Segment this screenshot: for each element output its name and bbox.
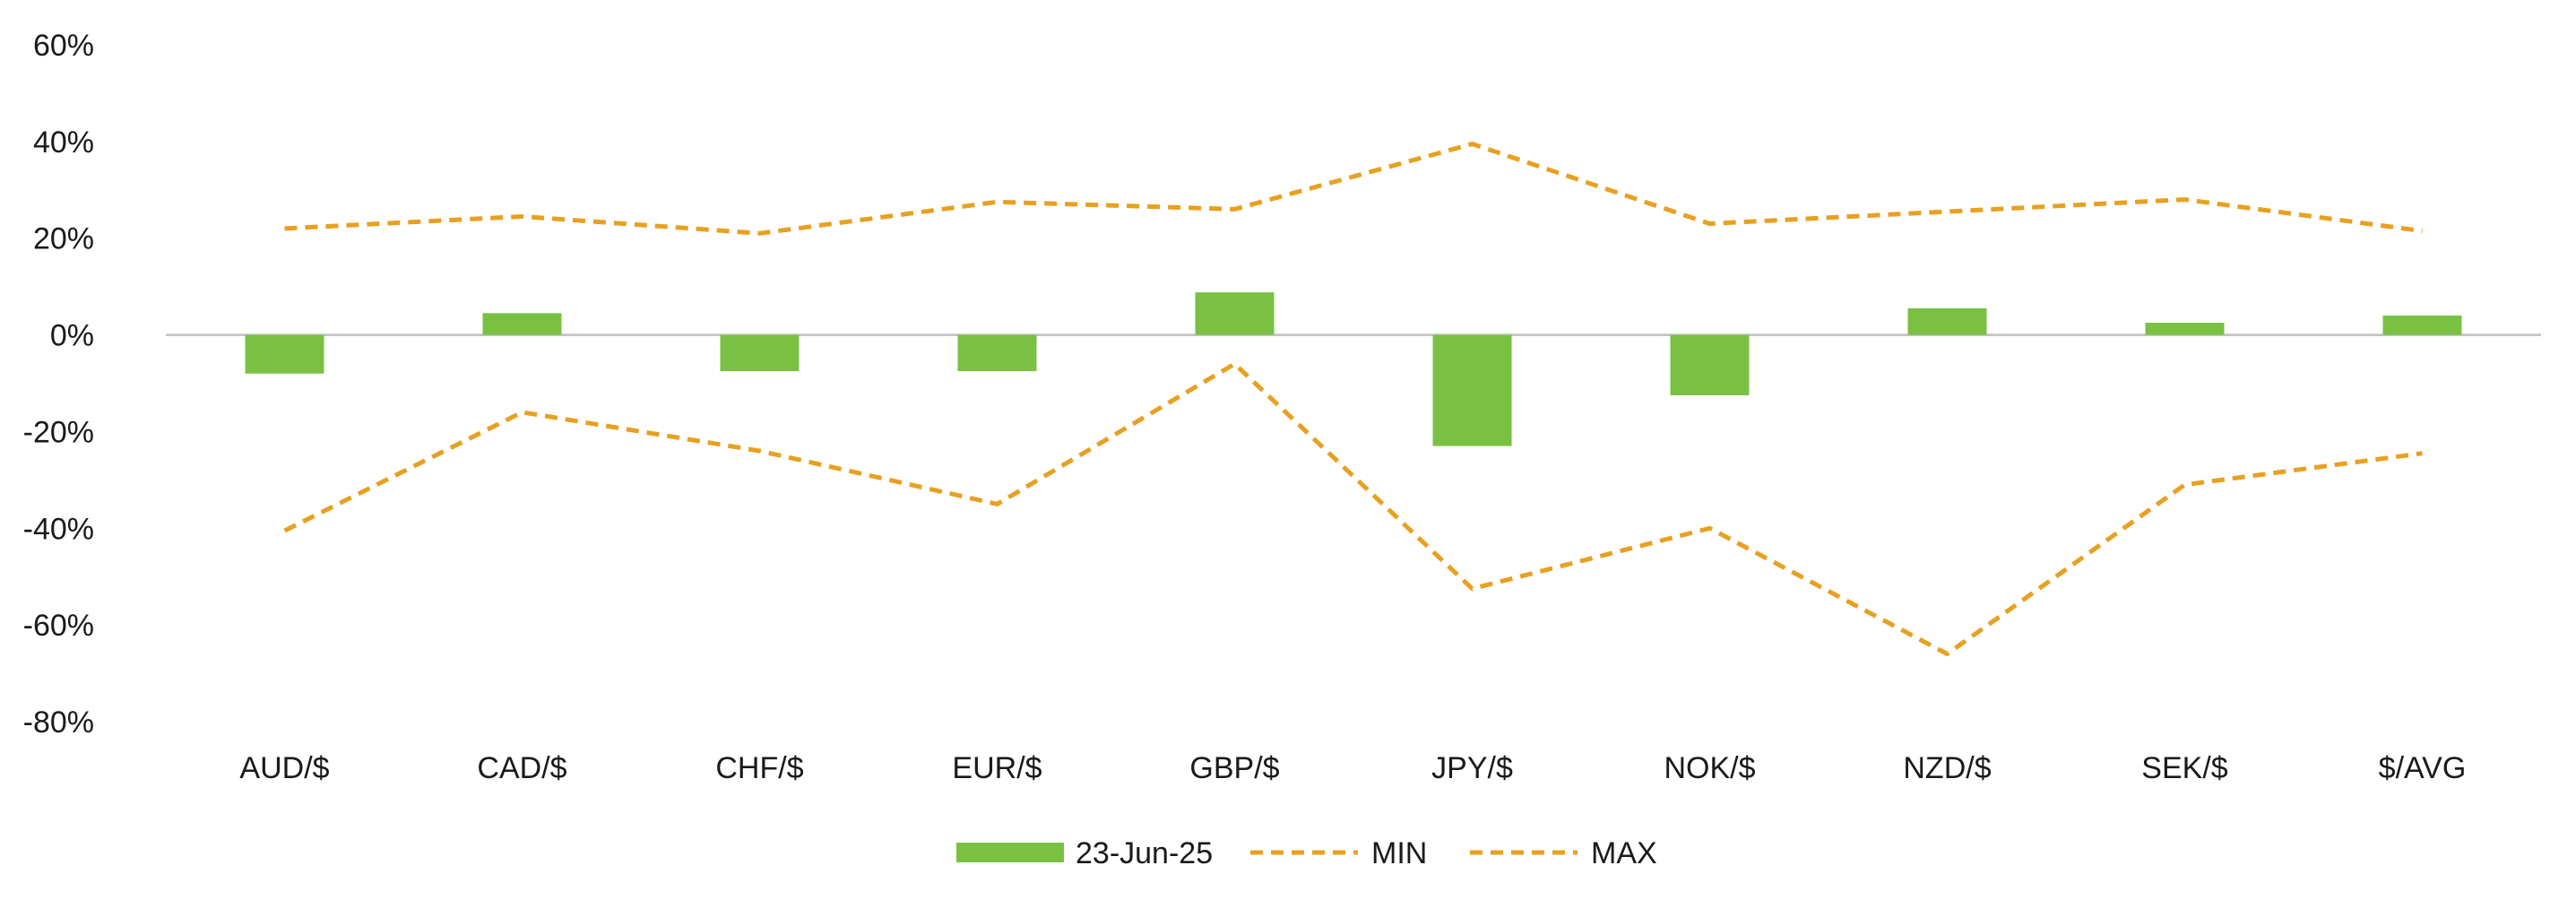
x-tick-label: SEK/$ (2141, 751, 2227, 785)
x-axis: AUD/$ CAD/$ CHF/$ EUR/$ GBP/$ JPY/$ NOK/$ NZD/$… (166, 333, 2541, 785)
y-axis: 60% 40% 20% 0% -20% -40% -60% -80% (23, 29, 94, 740)
bar (720, 334, 800, 372)
bar-series (245, 292, 2462, 446)
x-tick-label: CHF/$ (715, 751, 803, 785)
legend-label: MAX (1591, 836, 1657, 870)
y-tick-label: 0% (50, 319, 94, 353)
bar (957, 334, 1037, 372)
x-tick-label: AUD/$ (239, 751, 329, 785)
bar (1907, 307, 1987, 335)
legend-swatch (956, 843, 1064, 862)
line-series (283, 142, 2423, 656)
y-tick-label: 60% (33, 29, 94, 63)
x-tick-label: JPY/$ (1431, 751, 1513, 785)
y-tick-label: -20% (23, 415, 94, 449)
bar (1670, 334, 1750, 395)
x-tick-label: NOK/$ (1664, 751, 1755, 785)
y-tick-label: -40% (23, 512, 94, 546)
bar (2145, 323, 2225, 335)
bar (2382, 316, 2462, 335)
y-tick-label: 40% (33, 125, 94, 160)
y-tick-label: -60% (23, 609, 94, 643)
bar (1432, 334, 1512, 446)
x-tick-label: $/AVG (2379, 751, 2467, 785)
y-tick-label: 20% (33, 222, 94, 256)
bar (482, 313, 562, 335)
bar (1195, 292, 1275, 335)
legend-label: MIN (1371, 836, 1427, 870)
legend: 23-Jun-25 MIN MAX (956, 836, 1657, 870)
x-tick-label: GBP/$ (1189, 751, 1279, 785)
bar (245, 334, 324, 374)
line-series-min (283, 361, 2423, 656)
x-tick-label: NZD/$ (1903, 751, 1991, 785)
y-tick-label: -80% (23, 705, 94, 740)
legend-label: 23-Jun-25 (1076, 836, 1213, 870)
x-tick-label: EUR/$ (952, 751, 1042, 785)
x-tick-label: CAD/$ (477, 751, 566, 785)
line-series-max (284, 142, 2423, 236)
